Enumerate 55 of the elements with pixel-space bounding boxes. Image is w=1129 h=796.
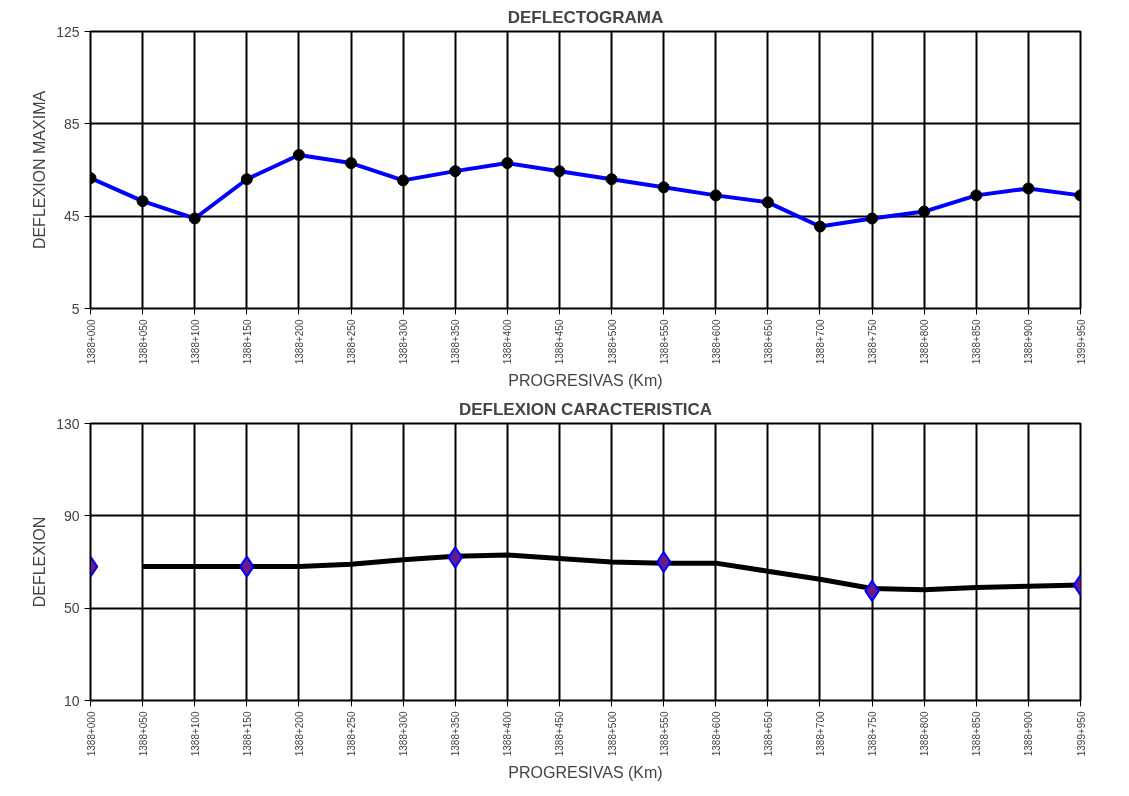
x-tick-label: 1388+650 xyxy=(762,711,774,757)
x-tick-label: 1388+250 xyxy=(346,711,358,757)
x-tick-label: 1388+600 xyxy=(710,319,722,365)
x-tick-label: 1388+850 xyxy=(971,319,983,365)
x-tick-label: 1388+600 xyxy=(710,711,722,757)
chart-title: DEFLECTOGRAMA xyxy=(507,7,664,27)
x-tick-label: 1388+150 xyxy=(241,319,253,365)
x-tick-label: 1388+350 xyxy=(450,319,462,365)
x-tick-label: 1388+000 xyxy=(85,319,97,365)
y-tick-label: 90 xyxy=(63,507,80,524)
x-tick-label: 1388+800 xyxy=(919,711,931,757)
x-tick-label: 1388+000 xyxy=(85,711,97,757)
x-tick-label: 1388+450 xyxy=(554,711,566,757)
x-tick-label: 1388+800 xyxy=(919,319,931,365)
y-tick-label: 85 xyxy=(63,115,80,132)
x-tick-label: 1388+300 xyxy=(398,711,410,757)
x-tick-label: 1399+950 xyxy=(1075,711,1087,757)
y-axis-title: DEFLEXION xyxy=(31,516,49,608)
x-tick-label: 1388+300 xyxy=(398,319,410,365)
x-axis-title: PROGRESIVAS (Km) xyxy=(508,764,663,782)
x-tick-label: 1388+100 xyxy=(189,711,201,757)
x-tick-label: 1388+100 xyxy=(189,319,201,365)
y-axis-title: DEFLEXION MAXIMA xyxy=(31,90,49,250)
x-tick-label: 1388+050 xyxy=(137,319,149,365)
x-tick-label: 1388+150 xyxy=(241,711,253,757)
x-tick-label: 1388+900 xyxy=(1023,711,1035,757)
x-tick-label: 1388+700 xyxy=(814,319,826,365)
x-tick-label: 1388+900 xyxy=(1023,319,1035,365)
x-tick-label: 1388+400 xyxy=(502,319,514,365)
x-axis-title: PROGRESIVAS (Km) xyxy=(508,372,663,390)
chart-title: DEFLEXION CARACTERISTICA xyxy=(458,399,713,419)
x-tick-label: 1388+550 xyxy=(658,319,670,365)
x-tick-label: 1388+550 xyxy=(658,711,670,757)
x-tick-label: 1388+200 xyxy=(293,711,305,757)
x-tick-label: 1399+950 xyxy=(1075,319,1087,365)
y-tick-label: 125 xyxy=(56,23,80,40)
point xyxy=(655,551,672,573)
x-tick-label: 1388+350 xyxy=(450,711,462,757)
x-tick-label: 1388+850 xyxy=(971,711,983,757)
x-tick-label: 1388+450 xyxy=(554,319,566,365)
x-tick-label: 1388+200 xyxy=(293,319,305,365)
y-tick-label: 130 xyxy=(56,415,80,432)
x-tick-label: 1388+400 xyxy=(502,711,514,757)
x-tick-label: 1388+050 xyxy=(137,711,149,757)
x-tick-label: 1388+500 xyxy=(606,711,618,757)
x-tick-label: 1388+750 xyxy=(867,319,879,365)
y-tick-label: 10 xyxy=(63,692,80,709)
y-tick-label: 5 xyxy=(71,300,80,317)
y-tick-label: 50 xyxy=(63,600,80,617)
x-tick-label: 1388+750 xyxy=(867,711,879,757)
y-tick-label: 45 xyxy=(63,208,80,225)
x-tick-label: 1388+250 xyxy=(346,319,358,365)
x-tick-label: 1388+700 xyxy=(814,711,826,757)
x-tick-label: 1388+500 xyxy=(606,319,618,365)
x-tick-label: 1388+650 xyxy=(762,319,774,365)
